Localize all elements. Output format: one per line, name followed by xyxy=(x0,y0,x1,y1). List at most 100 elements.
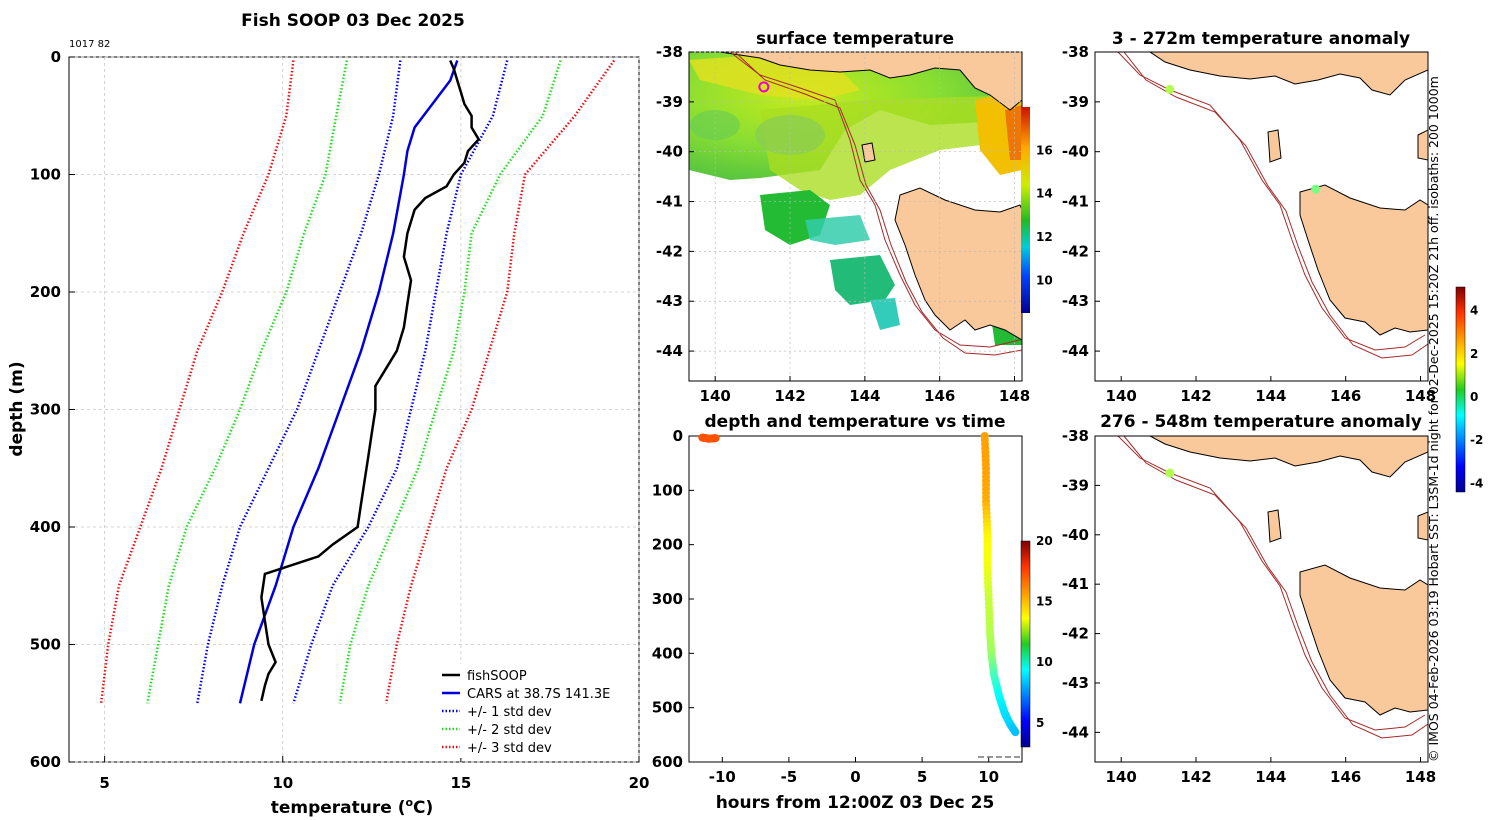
anom2-ytick-label: -43 xyxy=(1062,674,1089,692)
time-colorbar-tick-label: 10 xyxy=(1036,655,1053,669)
anomaly-colorbar-tick-label: 0 xyxy=(1470,390,1478,404)
sst-ticks: 140 142 144 146 148 -38 -39 -40 -41 -42 -43 -44 xyxy=(656,43,1030,405)
profile-line-fishsoop xyxy=(260,60,481,702)
profile-title: Fish SOOP 03 Dec 2025 xyxy=(241,11,465,31)
anom1-xtick-label: 140 xyxy=(1106,387,1137,405)
profile-line-sd1-high xyxy=(292,60,509,704)
profile-annotation: 1017 82 xyxy=(69,39,110,50)
profile-xtick-label: 20 xyxy=(629,774,650,792)
time-ytick-label: 500 xyxy=(652,699,683,717)
sst-title: surface temperature xyxy=(756,29,954,49)
anom2-ytick-label: -39 xyxy=(1062,476,1089,494)
time-colorbar-ticks: 5 10 15 20 xyxy=(1036,534,1053,730)
sst-panel: surface temperature 140 142 144 1 xyxy=(656,29,1053,405)
sst-ytick-label: -41 xyxy=(656,193,683,211)
time-points xyxy=(698,432,1020,737)
profile-ytick-label: 200 xyxy=(30,283,61,301)
legend-label-sd2: +/- 2 std dev xyxy=(467,723,552,738)
anomaly-colorbar-tick-label: 2 xyxy=(1470,347,1478,361)
anom2-ytick-label: -40 xyxy=(1062,526,1089,544)
profile-ytick-label: 500 xyxy=(30,636,61,654)
anomaly-colorbar-tick-label: -2 xyxy=(1470,433,1483,447)
time-axes-box xyxy=(688,435,1023,763)
time-point-cast xyxy=(1011,728,1020,737)
anom1-ytick-label: -42 xyxy=(1062,242,1089,260)
time-xtick-label: -10 xyxy=(709,768,736,786)
time-ytick-label: 200 xyxy=(652,536,683,554)
anom1-xtick-label: 142 xyxy=(1180,387,1211,405)
anom1-point xyxy=(1165,84,1175,94)
profile-series xyxy=(99,59,616,704)
anom1-title: 3 - 272m temperature anomaly xyxy=(1112,29,1410,49)
profile-grid xyxy=(69,56,640,763)
anom2-point xyxy=(1165,468,1175,478)
anom1-ytick-label: -43 xyxy=(1062,292,1089,310)
anom1-ticks: 140 142 144 146 148 -38 -39 -40 -41 -42 -43 -44 xyxy=(1062,43,1436,405)
anom1-ytick-label: -40 xyxy=(1062,143,1089,161)
anomaly-colorbar-ticks: -4 -2 0 2 4 xyxy=(1470,304,1483,491)
sst-land xyxy=(689,52,1022,341)
legend-label-cars: CARS at 38.7S 141.3E xyxy=(467,687,610,702)
anom1-xtick-label: 146 xyxy=(1330,387,1361,405)
sst-location-marker xyxy=(758,81,770,93)
sst-ytick-label: -42 xyxy=(656,242,683,260)
profile-line-cars xyxy=(238,60,459,704)
profile-ytick-label: 400 xyxy=(30,518,61,536)
sst-colorbar-tick-label: 16 xyxy=(1036,143,1053,157)
anom2-axes-box xyxy=(1094,435,1429,763)
anom2-panel: 276 - 548m temperature anomaly 140 142 144… xyxy=(1062,412,1436,786)
legend-box xyxy=(434,664,636,758)
anom2-land xyxy=(1149,436,1428,716)
sst-ytick-label: -40 xyxy=(656,143,683,161)
sst-ytick-label: -39 xyxy=(656,93,683,111)
sst-xtick-label: 148 xyxy=(999,387,1030,405)
anom1-panel: 3 - 272m temperature anomaly 140 142 144 14… xyxy=(1062,29,1436,405)
profile-ylabel: depth (m) xyxy=(7,361,27,456)
anom2-title: 276 - 548m temperature anomaly xyxy=(1100,412,1422,432)
sst-colorbar-ticks: 10 12 14 16 xyxy=(1036,143,1053,287)
time-ytick-label: 0 xyxy=(673,427,683,445)
anomaly-colorbar xyxy=(1455,286,1466,493)
profile-ytick-label: 0 xyxy=(51,48,61,66)
anom2-points xyxy=(1165,468,1175,478)
time-title: depth and temperature vs time xyxy=(705,412,1006,432)
sst-xtick-label: 140 xyxy=(700,387,731,405)
sst-ytick-label: -44 xyxy=(656,342,683,360)
legend-label-fishsoop: fishSOOP xyxy=(467,669,527,684)
profile-line-sd2-low xyxy=(146,60,349,704)
time-colorbar-tick-label: 5 xyxy=(1036,716,1044,730)
profile-xtick-label: 5 xyxy=(99,774,109,792)
sst-xtick-label: 142 xyxy=(774,387,805,405)
anom2-xtick-label: 146 xyxy=(1330,768,1361,786)
sst-isobaths xyxy=(729,52,1022,356)
anom2-ytick-label: -42 xyxy=(1062,625,1089,643)
anom1-xtick-label: 144 xyxy=(1255,387,1286,405)
anom1-ytick-label: -41 xyxy=(1062,193,1089,211)
sst-xtick-label: 144 xyxy=(849,387,880,405)
anom1-xtick-label: 148 xyxy=(1405,387,1436,405)
anom2-isobaths xyxy=(1117,436,1428,739)
anom1-points xyxy=(1165,84,1321,194)
anom1-point xyxy=(1311,184,1321,194)
anom1-ytick-label: -39 xyxy=(1062,93,1089,111)
time-xlabel: hours from 12:00Z 03 Dec 25 xyxy=(716,793,995,813)
time-xtick-label: 10 xyxy=(978,768,999,786)
time-panel: depth and temperature vs time -10 -5 0 5 100… xyxy=(652,412,1053,813)
anom1-ytick-label: -38 xyxy=(1062,43,1089,61)
sst-colorbar-tick-label: 12 xyxy=(1036,230,1053,244)
anom2-xtick-label: 142 xyxy=(1180,768,1211,786)
profile-ytick-label: 100 xyxy=(30,166,61,184)
anomaly-colorbar-tick-label: 4 xyxy=(1470,304,1478,318)
time-ytick-label: 100 xyxy=(652,481,683,499)
profile-ytick-label: 600 xyxy=(30,753,61,771)
time-colorbar-tick-label: 15 xyxy=(1036,595,1053,609)
profile-ytick-label: 300 xyxy=(30,401,61,419)
time-colorbar xyxy=(1020,540,1031,748)
time-ytick-label: 400 xyxy=(652,644,683,662)
profile-xtick-label: 15 xyxy=(450,774,471,792)
sst-colorbar-tick-label: 14 xyxy=(1036,187,1053,201)
sst-ytick-label: -43 xyxy=(656,292,683,310)
